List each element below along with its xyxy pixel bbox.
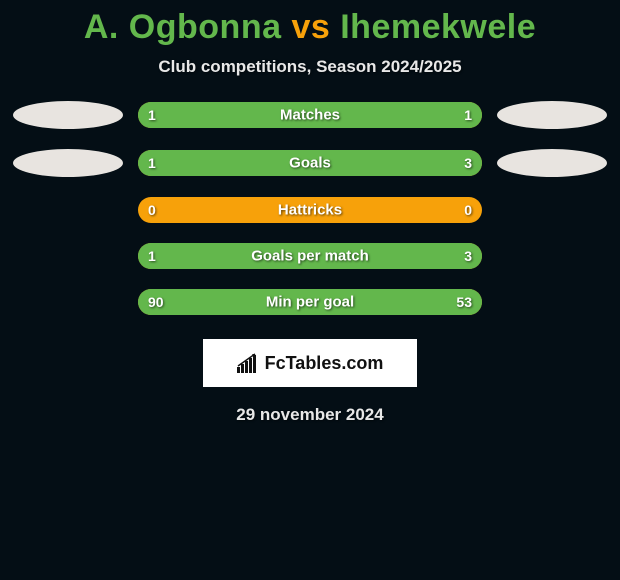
comparison-block: 1 Matches 1 1 Goals 3 0 Hattricks 0	[0, 101, 620, 315]
team-badge-right	[497, 101, 607, 129]
stat-value-left: 1	[148, 248, 156, 264]
stat-bar: 0 Hattricks 0	[138, 197, 482, 223]
bar-right-fill	[214, 150, 482, 176]
page-title: A. Ogbonna vs Ihemekwele	[0, 0, 620, 47]
stat-row-goals: 1 Goals 3	[0, 149, 620, 177]
stat-value-right: 53	[456, 294, 472, 310]
stat-value-left: 90	[148, 294, 164, 310]
team-badge-left	[13, 149, 123, 177]
stat-value-left: 0	[148, 202, 156, 218]
stat-label: Min per goal	[266, 294, 354, 311]
stat-bar: 1 Goals per match 3	[138, 243, 482, 269]
brand-text: FcTables.com	[265, 353, 384, 374]
stat-value-right: 3	[464, 248, 472, 264]
stat-bar: 1 Matches 1	[138, 102, 482, 128]
stat-value-right: 3	[464, 155, 472, 171]
date: 29 november 2024	[0, 405, 620, 425]
stat-bar: 90 Min per goal 53	[138, 289, 482, 315]
stat-bar: 1 Goals 3	[138, 150, 482, 176]
stat-label: Goals	[289, 155, 331, 172]
stat-label: Hattricks	[278, 202, 342, 219]
stat-row-hattricks: 0 Hattricks 0	[0, 197, 620, 223]
stat-value-right: 1	[464, 107, 472, 123]
team-badge-left	[13, 101, 123, 129]
subtitle: Club competitions, Season 2024/2025	[0, 57, 620, 77]
chart-icon	[237, 353, 261, 373]
brand-box: FcTables.com	[203, 339, 417, 387]
stat-row-matches: 1 Matches 1	[0, 101, 620, 129]
stat-label: Goals per match	[251, 248, 369, 265]
stat-row-min-per-goal: 90 Min per goal 53	[0, 289, 620, 315]
stat-value-left: 1	[148, 155, 156, 171]
vs-text: vs	[282, 8, 341, 46]
stat-value-left: 1	[148, 107, 156, 123]
team-badge-right	[497, 149, 607, 177]
stat-value-right: 0	[464, 202, 472, 218]
player-left-name: A. Ogbonna	[84, 8, 282, 46]
player-right-name: Ihemekwele	[340, 8, 536, 46]
stat-row-goals-per-match: 1 Goals per match 3	[0, 243, 620, 269]
stat-label: Matches	[280, 107, 340, 124]
